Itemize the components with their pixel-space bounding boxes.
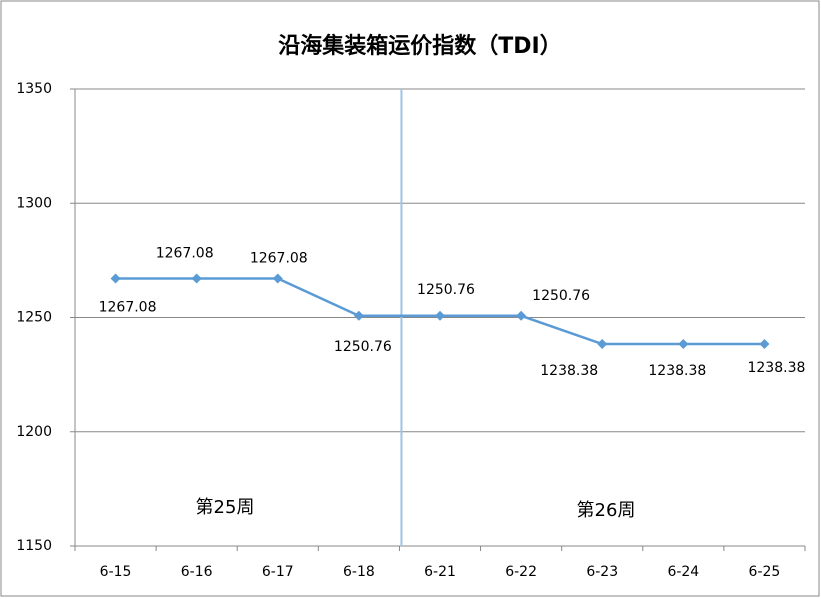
y-tick-label: 1200 bbox=[16, 424, 52, 440]
data-label: 1250.76 bbox=[334, 339, 392, 355]
marker bbox=[272, 273, 283, 284]
week-label: 第26周 bbox=[577, 500, 636, 521]
data-label: 1250.76 bbox=[532, 288, 590, 304]
marker bbox=[759, 339, 770, 350]
data-label: 1238.38 bbox=[540, 363, 598, 379]
marker bbox=[678, 339, 689, 350]
marker bbox=[110, 273, 121, 284]
x-tick-label: 6-15 bbox=[100, 564, 132, 580]
marker bbox=[353, 310, 364, 321]
x-tick-label: 6-17 bbox=[262, 564, 294, 580]
data-label: 1238.38 bbox=[648, 363, 706, 379]
marker bbox=[435, 310, 445, 321]
data-label: 1250.76 bbox=[417, 282, 475, 298]
x-tick-label: 6-22 bbox=[505, 564, 537, 580]
marker bbox=[191, 273, 202, 284]
x-tick-label: 6-25 bbox=[749, 564, 781, 580]
data-label: 1267.08 bbox=[250, 250, 308, 266]
data-label: 1267.08 bbox=[156, 245, 214, 261]
chart-title: 沿海集装箱运价指数（TDI） bbox=[278, 33, 561, 59]
x-tick-label: 6-23 bbox=[586, 564, 618, 580]
marker bbox=[597, 339, 608, 350]
x-tick-label: 6-16 bbox=[181, 564, 213, 580]
week-label: 第25周 bbox=[196, 497, 255, 518]
y-tick-label: 1300 bbox=[16, 195, 52, 211]
marker bbox=[516, 310, 527, 321]
x-tick-label: 6-18 bbox=[343, 564, 375, 580]
x-tick-label: 6-21 bbox=[424, 564, 456, 580]
y-tick-label: 1350 bbox=[16, 81, 52, 97]
data-label: 1267.08 bbox=[99, 299, 157, 315]
x-tick-label: 6-24 bbox=[667, 564, 699, 580]
y-tick-label: 1250 bbox=[16, 310, 52, 326]
data-label: 1238.38 bbox=[747, 360, 805, 376]
y-tick-label: 1150 bbox=[16, 538, 52, 554]
